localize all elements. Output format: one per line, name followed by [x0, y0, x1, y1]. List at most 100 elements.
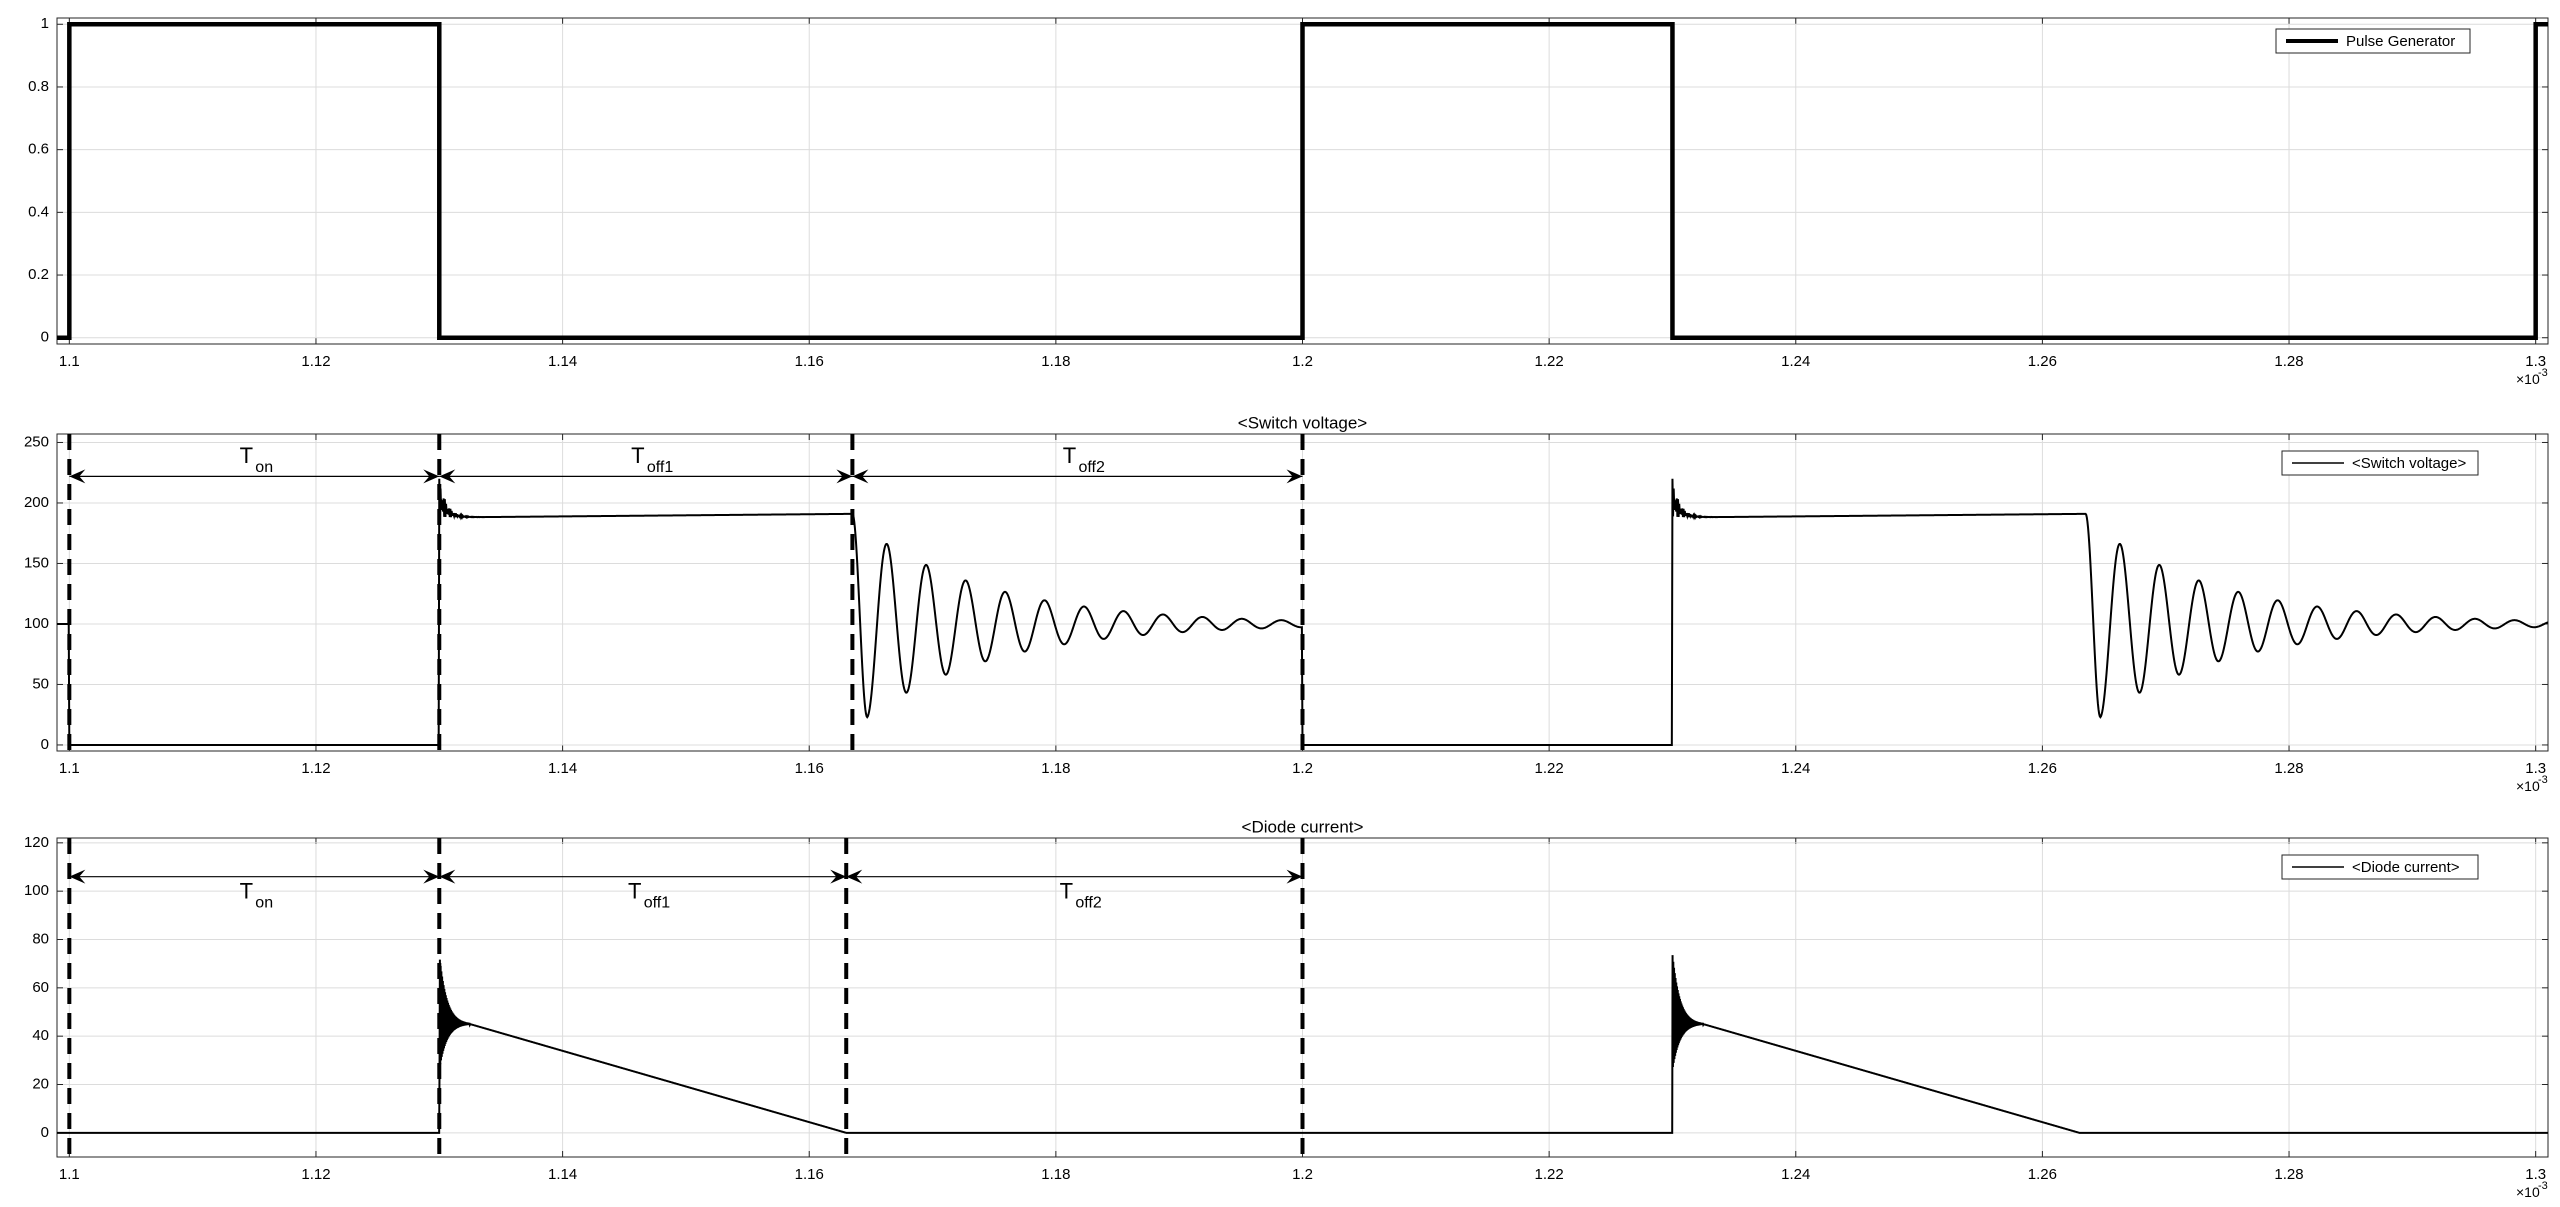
- x-tick-label: 1.12: [301, 1166, 330, 1183]
- series-line: [57, 22, 2548, 340]
- chart-title: <Diode current>: [1242, 817, 1364, 836]
- x-tick-label: 1.3: [2525, 353, 2546, 370]
- x-exponent-label: ×10: [2516, 371, 2540, 387]
- arrow-head-right: [423, 869, 440, 884]
- y-axis: 0 0.2 0.4 0.6 0.8 1: [28, 15, 2548, 346]
- x-tick-label: 1.14: [548, 353, 577, 370]
- interval-label-subscript: on: [255, 459, 273, 476]
- interval-label: T: [631, 443, 644, 468]
- x-tick-label: 1.14: [548, 1166, 577, 1183]
- y-tick-label: 0.6: [28, 141, 49, 158]
- x-tick-label: 1.24: [1781, 353, 1810, 370]
- x-axis: 1.1 1.12 1.14 1.16 1.18 1.2 1.22 1.24 1.26 1.28 1.…: [59, 434, 2548, 794]
- y-tick-label: 0: [41, 1124, 49, 1141]
- legend-label: <Switch voltage>: [2352, 455, 2466, 472]
- interval-label-subscript: off1: [647, 459, 674, 476]
- y-tick-label: 120: [24, 834, 49, 851]
- y-axis: 0 20 40 60 80 100 120: [24, 834, 2548, 1141]
- y-tick-label: 60: [32, 979, 49, 996]
- x-tick-label: 1.3: [2525, 760, 2546, 777]
- legend-label: Pulse Generator: [2346, 33, 2455, 50]
- arrow-head-right: [836, 469, 853, 484]
- interval-label-subscript: off1: [644, 894, 671, 911]
- interval-label-subscript: off2: [1075, 894, 1102, 911]
- axes-box: [56, 17, 2549, 345]
- arrow-head-left: [69, 869, 86, 884]
- chart-panel-3: <Diode current> 1.1 1.12 1.14 1.16 1.18 1.2 1.2…: [24, 817, 2549, 1200]
- arrow-head-left: [846, 869, 863, 884]
- y-tick-label: 0: [41, 329, 49, 346]
- arrow-head-left: [439, 469, 456, 484]
- x-tick-label: 1.28: [2274, 1166, 2303, 1183]
- legend: Pulse Generator: [2275, 28, 2471, 54]
- interval-label: T: [240, 878, 253, 903]
- y-tick-label: 80: [32, 930, 49, 947]
- x-tick-label: 1.2: [1292, 353, 1313, 370]
- x-tick-label: 1.16: [795, 760, 824, 777]
- arrow-head-left: [69, 469, 86, 484]
- series-line: [57, 955, 2548, 1134]
- x-tick-label: 1.2: [1292, 760, 1313, 777]
- y-tick-label: 0.2: [28, 266, 49, 283]
- x-tick-label: 1.12: [301, 353, 330, 370]
- interval-label-subscript: off2: [1078, 459, 1105, 476]
- x-tick-label: 1.18: [1041, 760, 1070, 777]
- y-axis: 0 50 100 150 200 250: [24, 433, 2548, 753]
- y-tick-label: 50: [32, 675, 49, 692]
- x-tick-label: 1.24: [1781, 760, 1810, 777]
- x-exponent-label: ×10: [2516, 778, 2540, 794]
- x-tick-label: 1.24: [1781, 1166, 1810, 1183]
- x-tick-label: 1.12: [301, 760, 330, 777]
- x-tick-label: 1.18: [1041, 353, 1070, 370]
- y-tick-label: 1: [41, 15, 49, 32]
- arrow-head-right: [1286, 469, 1303, 484]
- x-exponent-label: ×10: [2516, 1184, 2540, 1200]
- x-tick-label: 1.22: [1535, 1166, 1564, 1183]
- interval-label-subscript: on: [255, 894, 273, 911]
- x-tick-label: 1.2: [1292, 1166, 1313, 1183]
- arrow-head-right: [1286, 869, 1303, 884]
- legend-label: <Diode current>: [2352, 859, 2460, 876]
- y-tick-label: 200: [24, 494, 49, 511]
- x-tick-label: 1.3: [2525, 1166, 2546, 1183]
- legend: <Switch voltage>: [2281, 450, 2479, 476]
- y-tick-label: 20: [32, 1075, 49, 1092]
- x-tick-label: 1.1: [59, 353, 80, 370]
- interval-label: T: [628, 878, 641, 903]
- arrow-head-left: [852, 469, 869, 484]
- x-tick-label: 1.28: [2274, 353, 2303, 370]
- y-tick-label: 40: [32, 1027, 49, 1044]
- x-tick-label: 1.16: [795, 1166, 824, 1183]
- x-tick-label: 1.1: [59, 1166, 80, 1183]
- y-tick-label: 0.8: [28, 78, 49, 95]
- chart-panel-2: <Switch voltage> 1.1 1.12 1.14 1.16 1.18 1.2 1.…: [24, 413, 2549, 794]
- x-tick-label: 1.26: [2028, 1166, 2057, 1183]
- x-exponent: -3: [2538, 774, 2548, 786]
- x-tick-label: 1.18: [1041, 1166, 1070, 1183]
- interval-label: T: [240, 443, 253, 468]
- y-tick-label: 0.4: [28, 203, 49, 220]
- y-tick-label: 250: [24, 433, 49, 450]
- arrow-head-right: [830, 869, 847, 884]
- x-tick-label: 1.1: [59, 760, 80, 777]
- x-tick-label: 1.26: [2028, 353, 2057, 370]
- x-tick-label: 1.28: [2274, 760, 2303, 777]
- arrow-head-right: [423, 469, 440, 484]
- x-exponent: -3: [2538, 1180, 2548, 1192]
- chart-title: <Switch voltage>: [1238, 413, 1368, 432]
- arrow-head-left: [439, 869, 456, 884]
- x-tick-label: 1.26: [2028, 760, 2057, 777]
- legend: <Diode current>: [2281, 854, 2479, 880]
- y-tick-label: 150: [24, 554, 49, 571]
- interval-label: T: [1063, 443, 1076, 468]
- x-tick-label: 1.16: [795, 353, 824, 370]
- y-tick-label: 0: [41, 736, 49, 753]
- x-tick-label: 1.14: [548, 760, 577, 777]
